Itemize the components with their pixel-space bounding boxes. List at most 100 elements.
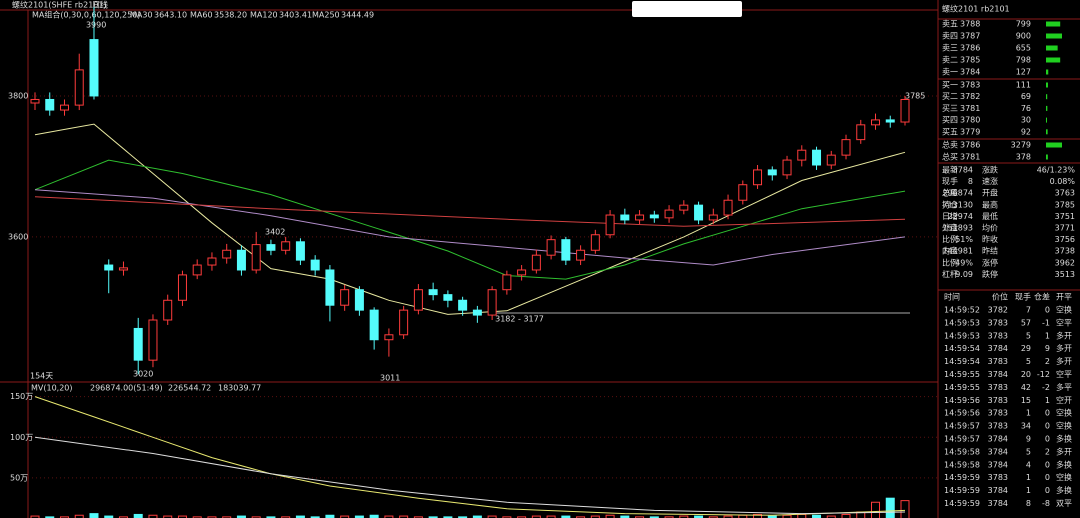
trade-cell: 3784 [988, 344, 1008, 353]
volume-legend: 226544.72 [168, 384, 211, 393]
stat-value: 3771 [1055, 224, 1075, 233]
y-tick-label: 3600 [8, 232, 28, 241]
candle-body [590, 234, 600, 251]
stat-value: 3763 [1055, 189, 1075, 198]
trade-cell: -8 [1042, 499, 1050, 508]
candle-body [369, 309, 379, 341]
trade-cell: 14:59:56 [944, 409, 980, 418]
trade-cell: 1 [1026, 473, 1031, 482]
volume-legend: 183039.77 [218, 384, 261, 393]
book-bar [1046, 82, 1048, 88]
stat-value: 9.09 [955, 270, 973, 279]
volume-bar [487, 515, 497, 518]
trade-cell: -12 [1037, 370, 1050, 379]
stat-label: 昨收 [982, 234, 998, 244]
trade-cell: 14:59:54 [944, 344, 980, 353]
trade-cell: 3784 [988, 460, 1008, 469]
volume-bar [694, 515, 704, 518]
candle-body [45, 98, 55, 111]
trade-cell: 14:59:59 [944, 473, 980, 482]
candle-body [620, 214, 630, 221]
volume-bar [531, 515, 541, 518]
stat-label: 跌停 [982, 269, 998, 279]
trade-cell: 双平 [1056, 499, 1072, 508]
book-bar [1046, 142, 1062, 148]
trade-cell: 9 [1026, 435, 1031, 444]
stat-label: 持仓 [942, 199, 958, 209]
candle-body [782, 159, 792, 176]
trade-cell: 空换 [1056, 421, 1072, 431]
trade-cell: 3783 [988, 318, 1008, 327]
candle-body [517, 269, 527, 276]
candle-body [649, 214, 659, 219]
ma-legend: MA30 [130, 11, 153, 20]
trade-cell: 0 [1045, 306, 1050, 315]
candle-body [797, 149, 807, 161]
candle-body [708, 214, 718, 221]
book-qty: 798 [1016, 56, 1031, 65]
trade-cell: 14:59:58 [944, 447, 980, 456]
volume-bar [89, 513, 99, 518]
volume-bar [104, 515, 114, 518]
stat-label: 均价 [982, 223, 998, 233]
stat-label: 涨跌 [982, 165, 998, 175]
book-price: 3786 [960, 44, 980, 53]
book-price: 3781 [960, 153, 980, 162]
trade-cell: 多开 [1056, 343, 1072, 353]
y-tick-label: 3800 [8, 91, 28, 100]
volume-bar [826, 515, 836, 518]
volume-bar [561, 515, 571, 518]
candle-body [679, 204, 689, 211]
trade-cell: 3782 [988, 306, 1008, 315]
trade-cell: 5 [1026, 331, 1031, 340]
volume-bar [472, 515, 482, 518]
trade-cell: 3783 [988, 331, 1008, 340]
stat-value: 51% [955, 235, 973, 244]
trade-cell: 5 [1026, 447, 1031, 456]
volume-bar [871, 501, 881, 518]
trade-cell: 0 [1045, 486, 1050, 495]
book-qty: 111 [1016, 81, 1031, 90]
ma-line [34, 196, 906, 227]
trade-cell: 3783 [988, 473, 1008, 482]
stat-value: 296874 [942, 189, 973, 198]
book-bar [1046, 21, 1061, 27]
trade-cell: 8 [1026, 499, 1031, 508]
candle-body [443, 294, 453, 301]
trade-cell: 5 [1026, 357, 1031, 366]
trade-cell: 14:59:59 [944, 499, 980, 508]
volume-bar [812, 514, 822, 518]
book-price: 3786 [960, 141, 980, 150]
trade-cell: 4 [1026, 460, 1031, 469]
trade-cell: 多开 [1056, 330, 1072, 340]
trade-cell: 7 [1026, 306, 1031, 315]
candle-body [310, 259, 320, 271]
trade-cell: 2 [1045, 357, 1050, 366]
trade-cell: 3783 [988, 422, 1008, 431]
trade-cell: 3784 [988, 499, 1008, 508]
candle-body [826, 154, 836, 166]
stat-label: 比例 [942, 257, 958, 267]
volume-bar [723, 515, 733, 518]
candle-body [177, 274, 187, 301]
stat-label: 开盘 [982, 188, 998, 198]
candle-body [340, 289, 350, 306]
trade-cell: 多换 [1056, 459, 1072, 469]
candle-body [635, 214, 645, 221]
book-qty: 900 [1016, 32, 1031, 41]
book-bar [1046, 69, 1049, 75]
stat-value: 8 [968, 177, 973, 186]
book-qty: 799 [1016, 20, 1031, 29]
trade-cell: 多开 [1056, 356, 1072, 366]
volume-bar [384, 515, 394, 518]
ime-toolbar[interactable] [632, 1, 742, 17]
volume-bar [325, 514, 335, 518]
trade-cell: 0 [1045, 422, 1050, 431]
trade-cell: 多平 [1056, 382, 1072, 392]
volume-bar [133, 513, 143, 518]
stat-label: 最新 [942, 165, 958, 175]
candle-body [192, 264, 202, 276]
trade-cell: 42 [1021, 383, 1031, 392]
book-qty: 76 [1021, 104, 1031, 113]
